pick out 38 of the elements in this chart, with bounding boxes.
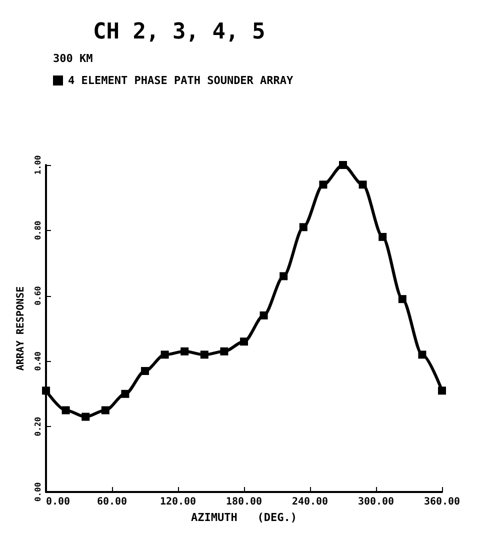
- point: [200, 350, 208, 359]
- point: [438, 386, 446, 395]
- point: [358, 180, 367, 189]
- x-axis-title: AZIMUTH (DEG.): [191, 510, 297, 524]
- x-tick-label: 180.00: [226, 496, 262, 508]
- y-tick-label: 0.20: [34, 416, 42, 436]
- point: [220, 347, 228, 356]
- point: [378, 232, 387, 241]
- point: [299, 223, 308, 232]
- y-tick-label: 0.40: [34, 351, 42, 371]
- x-tick-label: 120.00: [160, 496, 196, 508]
- point: [141, 367, 149, 376]
- x-tick-label: 0.00: [46, 496, 70, 508]
- y-tick-label: 0.60: [34, 286, 42, 306]
- x-tick-label: 300.00: [358, 496, 394, 508]
- point: [280, 272, 288, 280]
- point: [160, 350, 169, 359]
- x-tick-label: 240.00: [292, 496, 328, 508]
- point: [62, 406, 70, 414]
- point: [260, 311, 268, 320]
- point: [240, 338, 248, 346]
- y-tick-label: 1.00: [34, 155, 42, 175]
- point: [418, 350, 426, 359]
- point: [180, 347, 189, 356]
- point: [42, 386, 50, 395]
- point: [319, 180, 328, 189]
- y-axis-title: ARRAY RESPONSE: [16, 286, 26, 371]
- point: [398, 295, 406, 304]
- chart-title: CH 2, 3, 4, 5: [93, 20, 266, 44]
- x-tick-label: 360.00: [424, 496, 460, 508]
- chart-subtitle: 300 KM: [53, 52, 94, 65]
- y-tick-label: 0.80: [34, 220, 42, 240]
- point: [82, 412, 90, 421]
- point: [339, 161, 347, 169]
- legend-label: 4 ELEMENT PHASE PATH SOUNDER ARRAY: [68, 74, 294, 87]
- point: [121, 390, 130, 398]
- x-tick-label: 60.00: [96, 496, 128, 508]
- point: [101, 406, 110, 414]
